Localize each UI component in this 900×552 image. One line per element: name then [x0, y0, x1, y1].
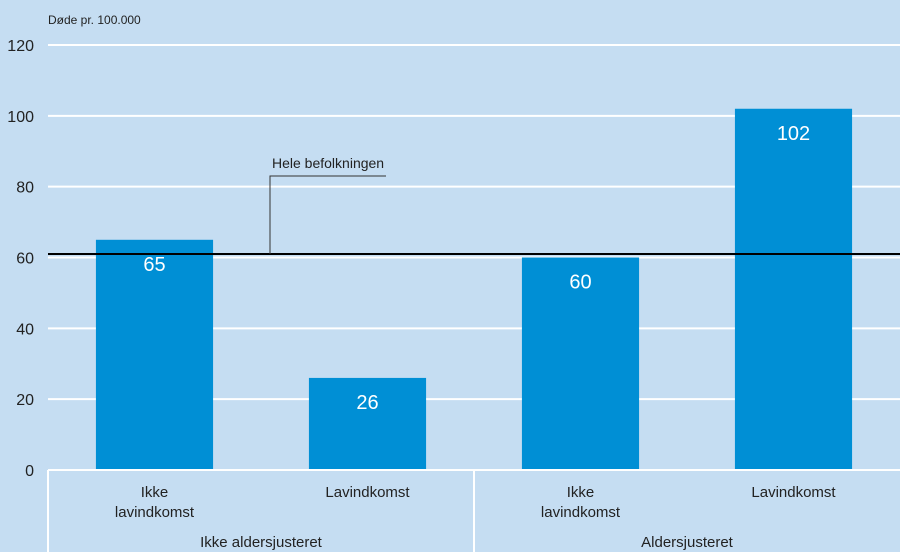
value-label-0: 65	[143, 254, 165, 276]
category-label-3-line-0: Lavindkomst	[751, 484, 836, 501]
y-tick-label-120: 120	[7, 38, 34, 55]
y-tick-label-80: 80	[16, 180, 34, 197]
reference-line-leader	[269, 175, 386, 254]
y-tick-label-0: 0	[25, 463, 34, 480]
category-label-2-line-0: Ikke	[567, 484, 595, 501]
category-label-0-line-1: lavindkomst	[115, 504, 195, 521]
bars	[95, 108, 853, 470]
group-label-0: Ikke aldersjusteret	[200, 534, 323, 551]
y-tick-label-20: 20	[16, 392, 34, 409]
bar-2	[521, 257, 640, 470]
y-tick-label-100: 100	[7, 109, 34, 126]
value-label-1: 26	[356, 392, 378, 414]
reference-line: Hele befolkningen	[48, 155, 900, 255]
value-labels: 65 26 60 102	[143, 123, 810, 414]
group-label-1: Aldersjusteret	[641, 534, 734, 551]
y-tick-label-40: 40	[16, 321, 34, 338]
reference-line-label: Hele befolkningen	[272, 155, 384, 171]
value-label-2: 60	[569, 272, 591, 294]
bar-3	[734, 108, 853, 470]
category-label-0-line-0: Ikke	[141, 484, 169, 501]
value-label-3: 102	[777, 123, 810, 145]
y-axis-unit-label: Døde pr. 100.000	[48, 13, 141, 27]
y-tick-label-60: 60	[16, 251, 34, 268]
bar-0	[95, 239, 214, 470]
category-label-1-line-0: Lavindkomst	[325, 484, 410, 501]
bar-1	[308, 377, 427, 470]
category-label-2-line-1: lavindkomst	[541, 504, 621, 521]
y-axis-ticks: 0 20 40 60 80 100 120	[7, 38, 34, 480]
x-axis: Ikke lavindkomst Lavindkomst Ikke lavindkoms…	[47, 469, 900, 552]
